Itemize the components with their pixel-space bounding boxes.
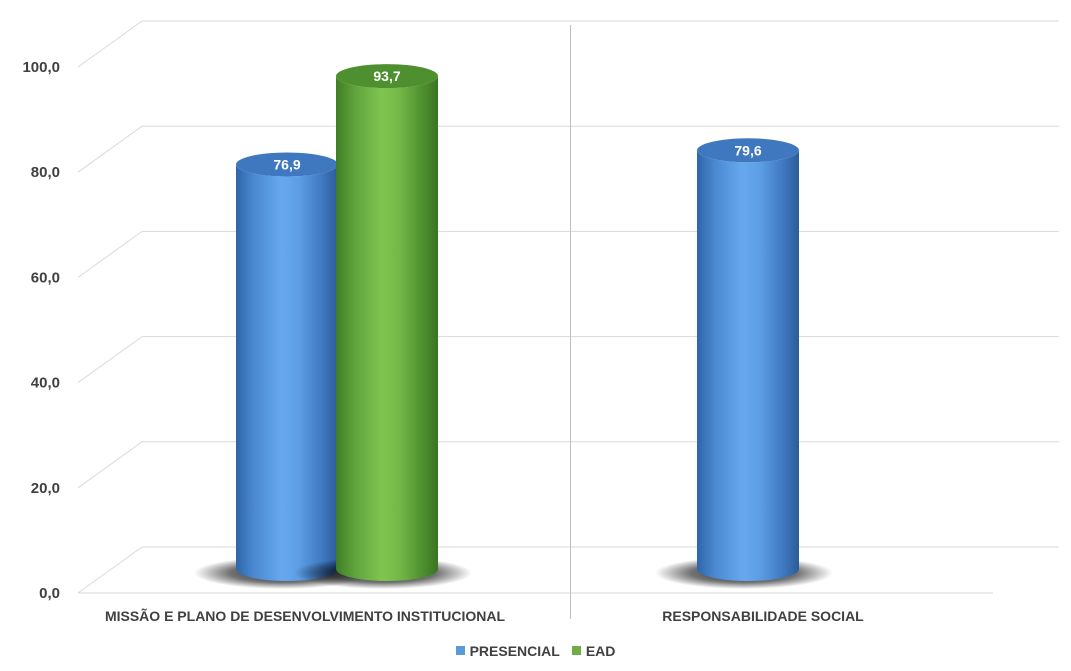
gridline-diagonal <box>77 125 143 173</box>
legend-swatch <box>571 646 581 655</box>
legend-swatch <box>455 646 465 655</box>
legend-item: EAD <box>571 643 616 659</box>
legend-label: PRESENCIAL <box>469 643 560 659</box>
y-tick-label: 40,0 <box>31 375 60 392</box>
y-tick-label: 60,0 <box>31 269 60 286</box>
y-tick-label: 20,0 <box>31 480 60 497</box>
gridline-diagonal <box>77 336 143 384</box>
data-label: 76,9 <box>273 157 300 173</box>
gridlines <box>77 20 1059 619</box>
data-label: 79,6 <box>734 142 761 158</box>
bar-presencial-2 <box>697 150 799 581</box>
bar-top <box>236 152 338 177</box>
legend-item: PRESENCIAL <box>455 643 560 659</box>
bars: 76,9 79,6 93,7 <box>194 64 833 589</box>
bar-top <box>336 64 438 89</box>
legend-label: EAD <box>585 643 616 659</box>
y-tick-label: 0,0 <box>39 585 60 602</box>
category-label: RESPONSABILIDADE SOCIAL <box>662 608 864 624</box>
bar-ead-1 <box>336 76 438 581</box>
x-axis-categories: MISSÃO E PLANO DE DESENVOLVIMENTO INSTIT… <box>105 607 864 624</box>
y-tick-label: 100,0 <box>22 59 60 76</box>
gridline-diagonal <box>77 546 143 594</box>
gridline-diagonal <box>77 20 143 68</box>
bar-top <box>697 138 799 163</box>
y-tick-label: 80,0 <box>31 164 60 181</box>
category-label: MISSÃO E PLANO DE DESENVOLVIMENTO INSTIT… <box>105 607 506 624</box>
bar-presencial-1 <box>236 164 338 582</box>
legend: PRESENCIAL EAD <box>0 643 1071 659</box>
y-axis-ticks: 0,0 20,0 40,0 60,0 80,0 100,0 <box>22 59 60 602</box>
data-label: 93,7 <box>373 68 400 84</box>
gridline-diagonal <box>77 441 143 489</box>
gridline-diagonal <box>77 230 143 278</box>
